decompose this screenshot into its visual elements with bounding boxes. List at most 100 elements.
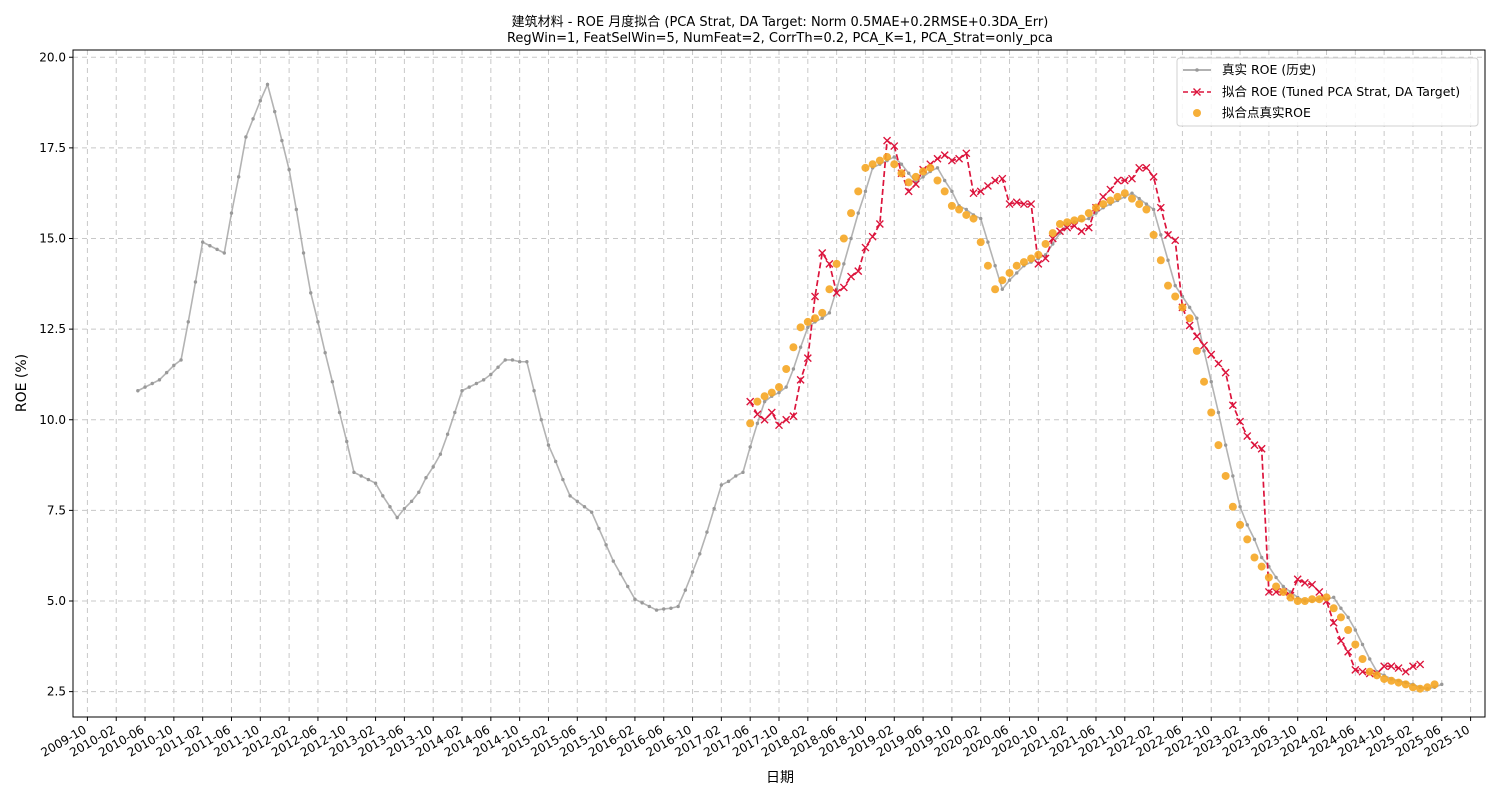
real-roe-point	[179, 358, 183, 362]
real-roe-point	[640, 601, 644, 605]
fit-point-real-roe	[803, 317, 812, 326]
fit-point-real-roe	[789, 343, 798, 352]
real-roe-point	[618, 572, 623, 576]
real-roe-point	[525, 360, 529, 364]
fitted-roe-marker	[1250, 441, 1259, 450]
real-roe-point	[964, 207, 969, 212]
fitted-roe-marker	[976, 187, 985, 196]
fit-point-real-roe	[1135, 200, 1144, 209]
fit-point-real-roe	[825, 285, 834, 294]
fitted-roe-marker	[1380, 662, 1389, 671]
real-roe-point	[517, 360, 522, 364]
real-roe-point	[532, 389, 536, 393]
fit-point-real-roe	[775, 383, 783, 392]
real-roe-point	[690, 570, 695, 574]
real-roe-point	[352, 470, 356, 475]
series-0	[136, 82, 1444, 691]
fitted-roe-marker	[911, 180, 920, 189]
y-tick-label: 2.5	[47, 685, 66, 699]
real-roe-point	[1440, 682, 1444, 687]
fitted-roe-marker	[1344, 647, 1353, 656]
real-roe-point	[481, 378, 486, 382]
real-roe-point	[337, 410, 342, 415]
fitted-roe-marker	[940, 151, 949, 160]
fit-point-real-roe	[933, 176, 942, 185]
real-roe-point	[280, 138, 284, 143]
real-roe-point	[827, 311, 832, 315]
fit-point-real-roe	[940, 187, 949, 196]
real-roe-point	[251, 117, 255, 121]
fitted-roe-marker	[1142, 163, 1151, 172]
real-roe-point	[1144, 202, 1149, 206]
fit-point-real-roe	[1164, 281, 1173, 290]
real-roe-point	[496, 365, 500, 369]
fit-point-real-roe	[753, 397, 762, 406]
real-roe-point	[193, 280, 198, 284]
fitted-roe-marker	[1329, 618, 1338, 627]
real-roe-point	[748, 445, 752, 449]
chart-subtitle: RegWin=1, FeatSelWin=5, NumFeat=2, CorrT…	[507, 31, 1053, 46]
fit-point-real-roe	[962, 210, 971, 219]
fit-point-real-roe	[1200, 377, 1209, 386]
fitted-roe-marker	[890, 142, 899, 151]
real-roe-point	[546, 443, 551, 447]
series-1	[746, 136, 1425, 678]
fitted-roe-marker	[753, 410, 762, 419]
fitted-roe-marker	[847, 272, 856, 281]
fit-point-real-roe	[767, 388, 776, 397]
fitted-roe-marker	[1005, 200, 1014, 209]
fit-point-real-roe	[1423, 683, 1432, 692]
fitted-roe-marker	[1084, 223, 1093, 232]
real-roe-point	[849, 236, 853, 241]
fitted-roe-marker	[947, 156, 956, 165]
fit-point-real-roe	[861, 163, 870, 172]
real-roe-point	[265, 82, 270, 87]
fitted-roe-marker	[1408, 662, 1417, 671]
fitted-roe-marker	[1135, 163, 1144, 172]
fit-point-real-roe	[1077, 214, 1086, 223]
fit-point-real-roe	[955, 205, 964, 214]
real-roe-point	[1159, 233, 1163, 237]
x-axis: 2009-102010-022010-062010-102011-022011-…	[38, 717, 1472, 760]
real-roe-point	[906, 171, 911, 175]
real-roe-point	[561, 477, 565, 482]
fitted-roe-marker	[1401, 667, 1410, 676]
fit-point-real-roe	[1344, 626, 1353, 634]
real-roe-point	[777, 390, 781, 395]
real-roe-point	[676, 604, 680, 609]
fitted-roe-marker	[1394, 664, 1403, 673]
y-tick-label: 10.0	[39, 413, 66, 427]
legend-entry-fitted-roe: 拟合 ROE (Tuned PCA Strat, DA Target)	[1183, 84, 1460, 99]
fitted-roe-marker	[1128, 174, 1136, 183]
fit-point-real-roe	[976, 238, 985, 247]
fitted-roe-marker	[1207, 350, 1216, 359]
fit-point-real-roe	[1264, 573, 1273, 582]
real-roe-point	[1087, 216, 1091, 221]
y-tick-label: 7.5	[47, 503, 66, 517]
fitted-roe-marker	[818, 249, 827, 257]
real-roe-point	[1223, 443, 1228, 447]
real-roe-point	[1245, 523, 1249, 527]
fit-point-real-roe	[1308, 595, 1317, 604]
fit-point-real-roe	[1250, 553, 1259, 562]
fit-point-real-roe	[1171, 292, 1180, 301]
real-roe-point	[784, 385, 788, 389]
real-roe-point	[892, 155, 896, 159]
fitted-roe-marker	[904, 187, 913, 196]
fit-point-real-roe	[746, 419, 755, 428]
legend-label-real-roe: 真实 ROE (历史)	[1222, 62, 1316, 77]
fit-point-real-roe	[832, 259, 841, 268]
fitted-roe-marker	[825, 259, 834, 268]
fitted-roe-marker	[775, 421, 783, 430]
real-roe-point	[589, 510, 594, 514]
fit-point-real-roe	[1236, 520, 1245, 529]
fit-point-real-roe	[1214, 441, 1223, 450]
real-roe-point	[1238, 505, 1242, 509]
real-roe-point	[842, 262, 846, 266]
real-roe-point	[395, 515, 399, 520]
fitted-roe-marker	[1351, 665, 1360, 674]
real-roe-point	[287, 167, 291, 172]
fit-point-real-roe	[868, 160, 877, 169]
fit-point-real-roe	[1192, 346, 1201, 355]
fit-point-real-roe	[1315, 595, 1324, 604]
